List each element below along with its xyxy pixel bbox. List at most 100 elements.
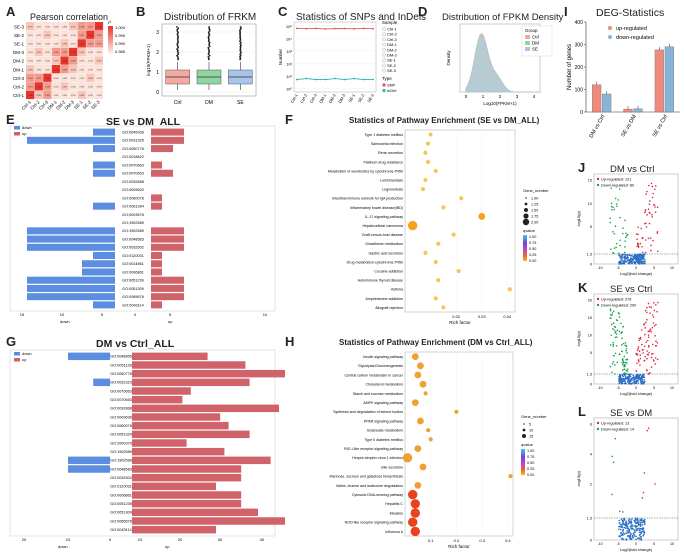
point-down bbox=[624, 344, 626, 347]
point-down bbox=[615, 344, 618, 347]
panel-e: E SE vs DM_ALL down up GO:0045936 GO:003132… bbox=[0, 112, 285, 334]
point-down bbox=[624, 372, 626, 374]
enrichment-dot bbox=[507, 287, 512, 292]
panel-k-label: K bbox=[578, 280, 588, 295]
heatmap-cell-value: 0.990 bbox=[97, 44, 102, 46]
pathway-label: Salmonella infection bbox=[371, 142, 403, 146]
point-up bbox=[655, 344, 658, 347]
y-axis-label: Density bbox=[446, 50, 451, 66]
heatmap-cell-value: 0.993 bbox=[71, 95, 76, 97]
legend-item: down bbox=[22, 125, 32, 130]
go-term-label: GO:0120031 bbox=[122, 254, 144, 258]
boxplot-chart: 3 2 1 0 log10(FPKM+1) Ctrl DM SE bbox=[146, 23, 257, 106]
point-up bbox=[639, 364, 641, 366]
point-up bbox=[649, 237, 652, 239]
heatmap-cell bbox=[26, 82, 35, 91]
heatmap-cell bbox=[60, 47, 69, 57]
enrichment-dot bbox=[414, 482, 422, 489]
heatmap-cell-value: 0.994 bbox=[28, 61, 33, 63]
panel-c-title: Statistics of SNPs and InDels bbox=[296, 12, 427, 23]
heatmap-cell-value: 0.991 bbox=[28, 35, 33, 37]
legend-item: SE bbox=[532, 47, 538, 52]
point-up bbox=[651, 326, 654, 329]
heatmap-cell-value: 0.990 bbox=[28, 26, 33, 28]
point-nonsig bbox=[637, 379, 639, 382]
point-up bbox=[648, 222, 651, 225]
bar-down bbox=[93, 378, 110, 387]
legend-size-item: 10 bbox=[529, 429, 533, 433]
point-nonsig bbox=[630, 527, 632, 529]
point-down bbox=[611, 455, 613, 458]
heatmap-cell bbox=[26, 30, 35, 39]
heatmap-cell-value: 0.994 bbox=[80, 95, 85, 97]
y-tick-label: 10² bbox=[286, 61, 292, 66]
x-axis-label: Log10(FPKM+1) bbox=[483, 101, 517, 106]
enrichment-dot bbox=[436, 241, 441, 246]
point-up bbox=[642, 491, 645, 494]
heatmap-cell-value: 0.997 bbox=[54, 61, 59, 63]
point-nonsig bbox=[642, 254, 645, 257]
point-nonsig bbox=[637, 520, 639, 523]
x-tick-label: 5 bbox=[653, 386, 655, 390]
heatmap-cell-value: 0.996 bbox=[37, 69, 42, 71]
panel-i-title: DEG-Statistics bbox=[596, 7, 665, 19]
panel-c-label: C bbox=[278, 4, 288, 19]
point-nonsig bbox=[636, 517, 639, 520]
legend-size-item: 1.25 bbox=[531, 203, 538, 207]
point-down bbox=[616, 205, 618, 208]
heatmap-cell bbox=[34, 39, 43, 48]
enrichment-dot bbox=[423, 177, 428, 183]
go-term-label: GO:1902589 bbox=[122, 229, 144, 233]
legend-item: Ctrl-3 bbox=[387, 37, 398, 42]
point-nonsig bbox=[644, 261, 646, 263]
point-down bbox=[614, 332, 616, 334]
heatmap-cell-value: 0.996 bbox=[45, 61, 50, 63]
outlier-point bbox=[207, 31, 210, 34]
x-tick-label: 3 bbox=[516, 94, 519, 99]
outlier-point bbox=[176, 26, 178, 28]
data-point bbox=[334, 77, 336, 80]
point-nonsig bbox=[642, 381, 645, 384]
enrichment-dot bbox=[425, 159, 431, 164]
point-down bbox=[612, 345, 615, 347]
point-down bbox=[616, 319, 619, 322]
go-term-label: GO:0051239 bbox=[122, 279, 144, 283]
point-up bbox=[644, 327, 647, 329]
x-tick-label: 20 bbox=[178, 537, 183, 542]
x-tick-label: 1 bbox=[482, 94, 485, 99]
colorbar-tick: 0.985 bbox=[115, 49, 125, 54]
point-down bbox=[616, 329, 619, 332]
panel-f-label: F bbox=[285, 112, 293, 127]
point-down bbox=[623, 355, 626, 358]
point-nonsig bbox=[632, 379, 635, 381]
enrichment-dot bbox=[423, 391, 428, 396]
point-nonsig bbox=[618, 535, 621, 537]
point-nonsig bbox=[629, 525, 632, 528]
heatmap-cell-value: 0.992 bbox=[45, 26, 50, 28]
data-point bbox=[343, 78, 346, 81]
enrichment-dot bbox=[433, 168, 438, 174]
legend-q-item: 0.25 bbox=[529, 253, 536, 257]
heatmap-cell bbox=[51, 30, 61, 39]
legend-item: DM bbox=[532, 41, 539, 46]
x-tick-label: DM-3 bbox=[337, 92, 347, 104]
heatmap-row-label: Ctrl-2 bbox=[13, 85, 24, 90]
point-up bbox=[652, 239, 654, 242]
point-up bbox=[646, 306, 648, 309]
heatmap-cell-value: 0.997 bbox=[28, 87, 33, 89]
point-down bbox=[609, 309, 612, 312]
point-down bbox=[618, 510, 621, 513]
go-term-label: GO:0009636 bbox=[110, 415, 132, 419]
bar-down bbox=[93, 128, 115, 136]
panel-h-title: Statistics of Pathway Enrichment (DM vs … bbox=[339, 338, 533, 347]
enrichment-dot bbox=[402, 453, 413, 463]
x-tick-label: 10 bbox=[670, 266, 674, 270]
y-tick-label: 0 bbox=[156, 90, 159, 96]
outlier-point bbox=[207, 58, 210, 61]
point-up bbox=[647, 302, 650, 305]
pathway-enrichment-se-vs-dm: 0.02 0.03 0.04 Rich factor Type 1 diabetes m… bbox=[328, 129, 549, 325]
point-nonsig bbox=[638, 523, 640, 526]
point-nonsig bbox=[642, 529, 644, 531]
point-up bbox=[656, 231, 659, 233]
point-nonsig bbox=[642, 534, 644, 537]
